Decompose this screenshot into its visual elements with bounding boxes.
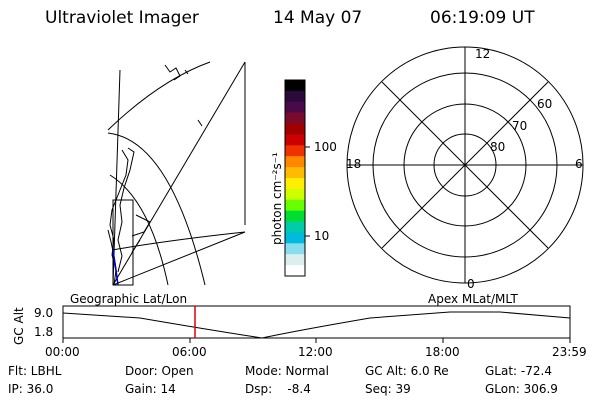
colorbar-tick-100: 100 xyxy=(314,140,337,154)
colorbar-band xyxy=(285,221,305,233)
colorbar-band xyxy=(285,178,305,190)
colorbar-band xyxy=(285,199,305,212)
geographic-label: Geographic Lat/Lon xyxy=(70,292,188,306)
instrument-title: Ultraviolet Imager xyxy=(45,8,199,28)
colorbar-unit-label: photon cm⁻²s⁻¹ xyxy=(270,152,284,245)
altitude-ytick-bottom: 1.8 xyxy=(34,325,54,339)
colorbar-band xyxy=(285,90,305,103)
status-gc-alt: GC Alt: 6.0 Re xyxy=(365,364,449,378)
xtick-2359: 23:59 xyxy=(552,345,587,359)
colorbar-band xyxy=(285,265,305,277)
polar-grid xyxy=(346,46,584,284)
date-label: 14 May 07 xyxy=(273,8,363,28)
polar-lat-80: 80 xyxy=(490,140,506,154)
status-mode: Mode: Normal xyxy=(245,364,329,378)
polar-lat-70: 70 xyxy=(512,119,528,133)
status-seq: Seq: 39 xyxy=(365,382,411,396)
colorbar-band xyxy=(285,112,305,125)
colorbar-band xyxy=(285,210,305,223)
colorbar-band xyxy=(285,156,305,168)
status-ip: IP: 36.0 xyxy=(8,382,54,396)
colorbar-band xyxy=(285,145,305,157)
polar-label-12: 12 xyxy=(475,47,491,61)
status-glat: GLat: -72.4 xyxy=(485,364,552,378)
colorbar-band xyxy=(285,101,305,114)
colorbar-band xyxy=(285,254,305,266)
status-gain: Gain: 14 xyxy=(125,382,176,396)
polar-label-0: 0 xyxy=(467,277,475,291)
status-dsp: Dsp: -8.4 xyxy=(245,382,311,396)
colorbar-band xyxy=(285,134,305,146)
colorbar xyxy=(285,80,305,277)
status-glon: GLon: 306.9 xyxy=(485,382,558,396)
status-flt: Flt: LBHL xyxy=(8,364,62,378)
colorbar-band xyxy=(285,243,305,255)
polar-label-18: 18 xyxy=(346,157,362,171)
xtick-0600: 06:00 xyxy=(172,345,207,359)
time-label: 06:19:09 UT xyxy=(430,8,535,28)
colorbar-band xyxy=(285,167,305,179)
altitude-ytick-top: 9.0 xyxy=(34,306,54,320)
polar-lat-60: 60 xyxy=(537,97,553,111)
xtick-1200: 12:00 xyxy=(298,345,333,359)
polar-label-6: 6 xyxy=(575,157,583,171)
colorbar-band xyxy=(285,123,305,135)
xtick-1800: 18:00 xyxy=(425,345,460,359)
colorbar-band xyxy=(285,80,305,92)
altitude-ylabel: GC Alt xyxy=(12,307,26,345)
colorbar-tick-10: 10 xyxy=(314,229,330,243)
apex-label: Apex MLat/MLT xyxy=(428,292,518,306)
colorbar-band xyxy=(285,188,305,201)
status-door: Door: Open xyxy=(125,364,194,378)
colorbar-band xyxy=(285,232,305,244)
xtick-0000: 00:00 xyxy=(45,345,80,359)
